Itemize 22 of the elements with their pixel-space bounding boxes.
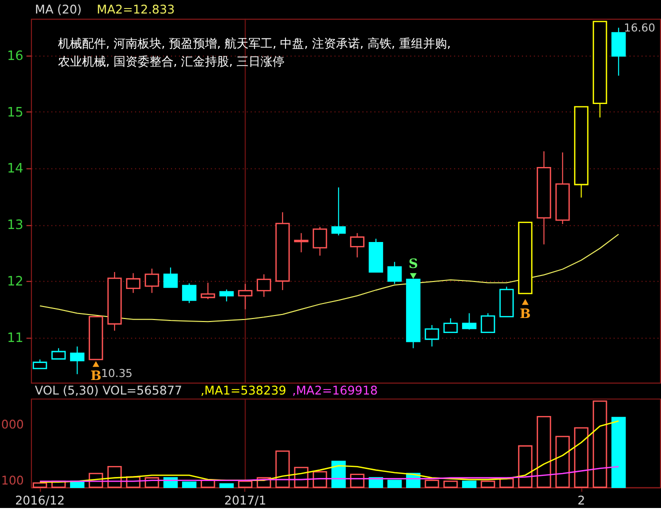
x-tick-label: 2016/12 <box>15 494 65 508</box>
annotation: 机械配件, 河南板块, 预盈预增, 航天军工, 中盘, 注资承诺, 高铁, 重组并购, 农业机械, 国资委整合, 汇金持股, 三日涨停 <box>58 36 451 69</box>
legend-title: MA (20) <box>34 2 82 17</box>
text: 100 <box>1 473 24 488</box>
text: ,MA1=538239 <box>200 384 286 398</box>
y-tick-label: 12 <box>6 274 24 290</box>
text: 000 <box>1 417 24 432</box>
text: 16.60 <box>624 22 656 35</box>
text: ,MA2=169918 <box>292 384 378 398</box>
series-label: S <box>408 257 418 272</box>
text: B <box>90 368 102 384</box>
y-tick-label: 16 <box>6 48 24 64</box>
series-label: B <box>520 306 531 322</box>
x-tick-label: 2 <box>577 494 586 508</box>
y-tick-label: 15 <box>6 105 24 120</box>
y-tick-label: 13 <box>6 218 24 234</box>
x-tick-label: 2017/1 <box>224 494 266 508</box>
legend-title: VOL (5,30) VOL=565877 <box>34 384 182 398</box>
y-tick-label: 11 <box>6 330 24 346</box>
text: MA2=12.833 <box>96 2 175 17</box>
text: 10.35 <box>101 367 133 380</box>
y-tick-label: 14 <box>6 162 24 177</box>
